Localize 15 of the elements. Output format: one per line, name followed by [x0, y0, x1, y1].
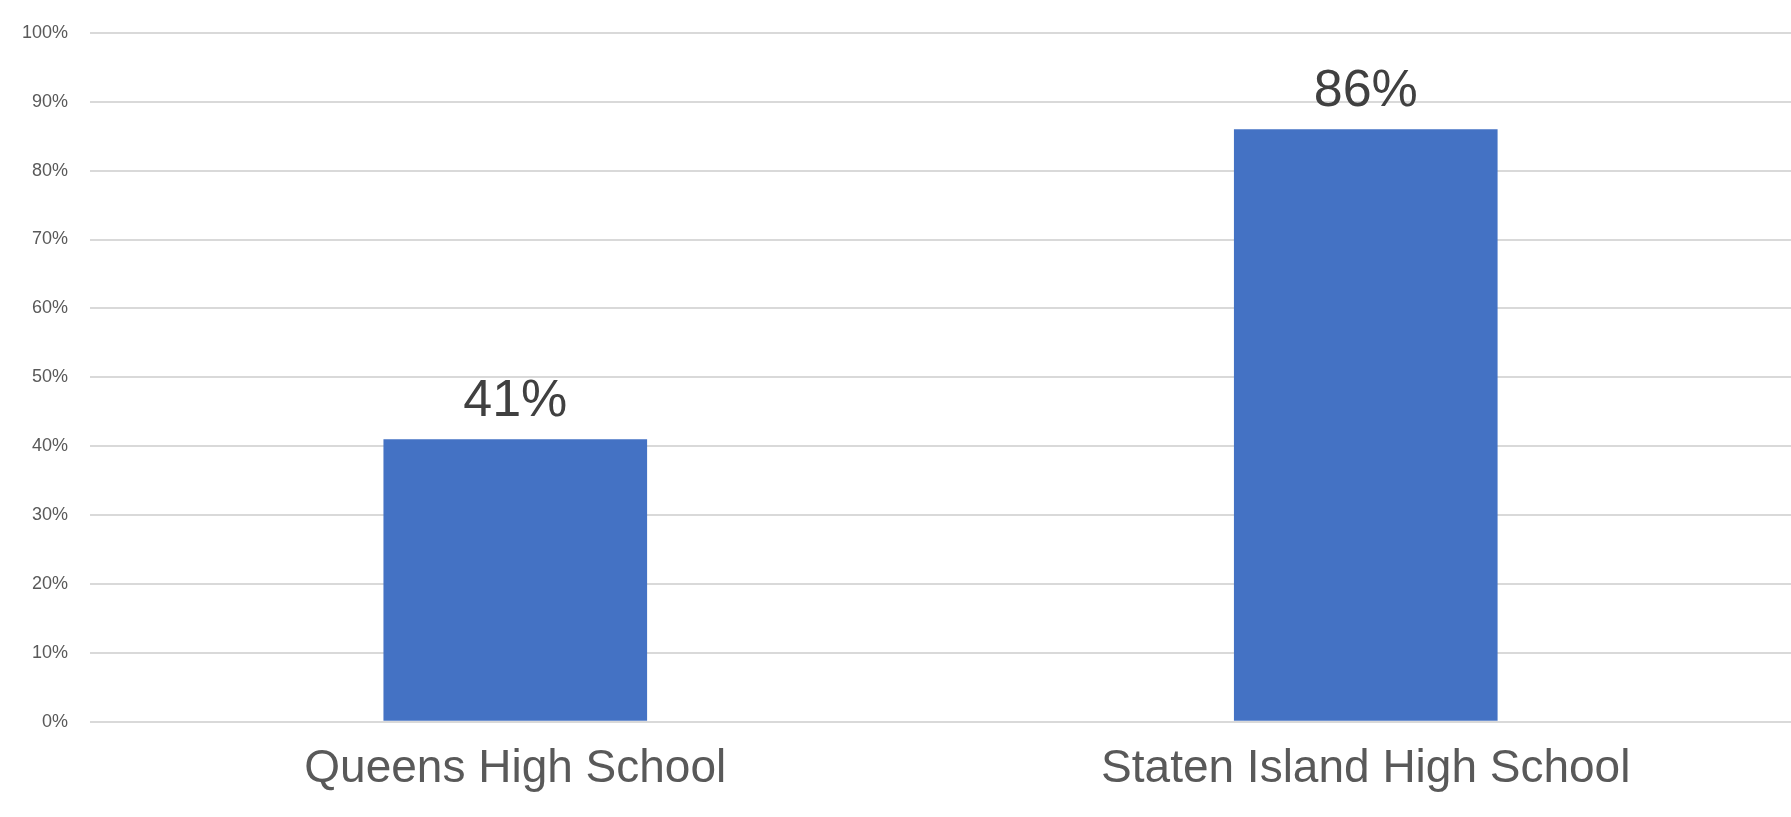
y-tick-label: 50%	[32, 366, 69, 387]
y-tick-label: 10%	[32, 641, 69, 662]
y-tick-label: 40%	[32, 435, 69, 456]
data-label: 86%	[1313, 58, 1418, 117]
y-tick-label: 60%	[32, 297, 69, 318]
y-tick-label: 90%	[32, 90, 69, 111]
x-tick-label: Queens High School	[304, 740, 727, 793]
y-tick-label: 20%	[32, 572, 69, 593]
y-tick-label: 30%	[32, 504, 69, 525]
y-tick-label: 70%	[32, 228, 69, 249]
x-tick-label: Staten Island High School	[1101, 740, 1631, 793]
data-label: 41%	[463, 368, 568, 427]
y-tick-label: 0%	[42, 710, 69, 731]
y-tick-label: 100%	[21, 21, 69, 42]
y-tick-label: 80%	[32, 159, 69, 180]
